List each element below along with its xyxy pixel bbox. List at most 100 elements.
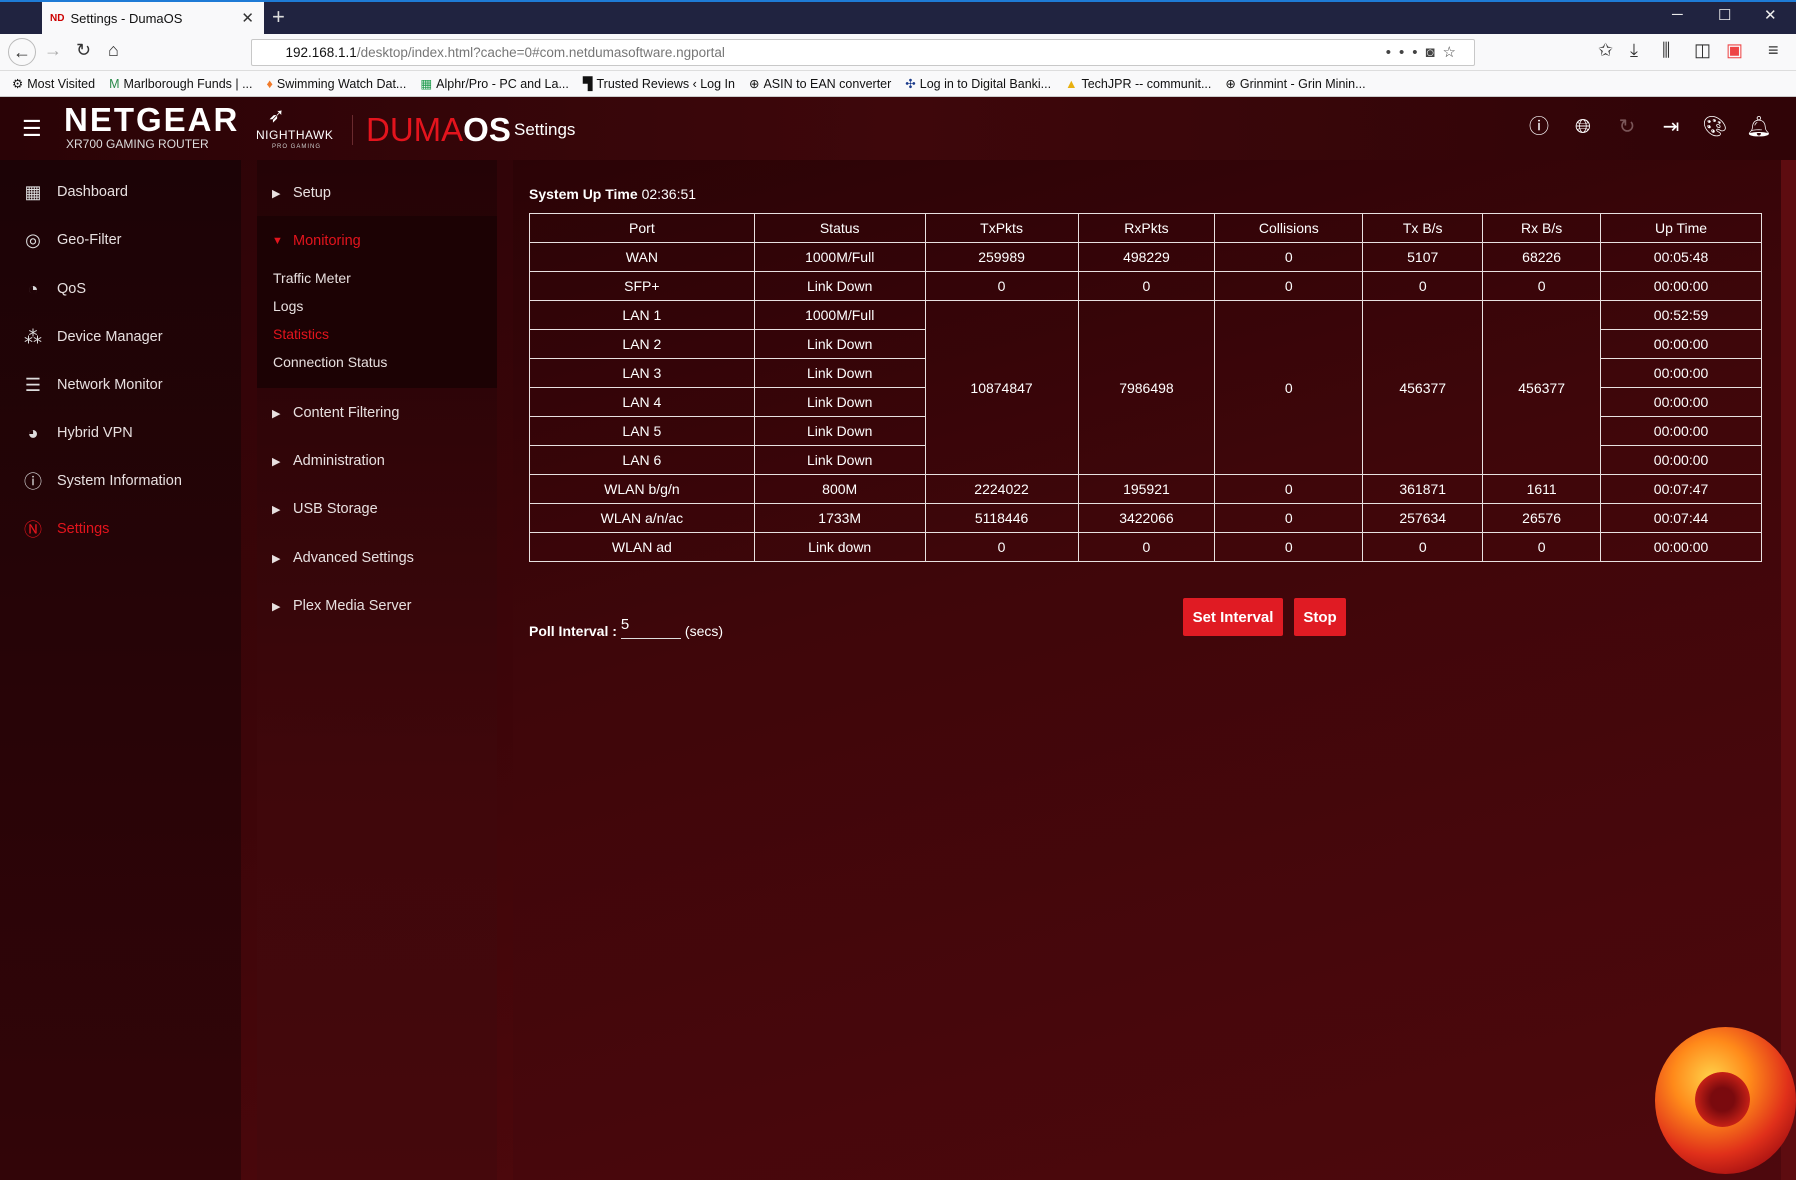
maximize-button[interactable]: ☐ xyxy=(1718,7,1732,24)
sidebar-item-network-monitor[interactable]: ☰ Network Monitor xyxy=(0,365,241,405)
browser-tab[interactable]: ND Settings - DumaOS ✕ xyxy=(42,2,264,34)
poll-interval-unit: (secs) xyxy=(684,623,724,639)
download-icon[interactable]: ⤓ xyxy=(1630,40,1638,60)
restart-icon[interactable]: ↻ xyxy=(1618,116,1636,138)
table-row: WLAN b/g/n 800M 2224022 195921 0 361871 1611 00… xyxy=(529,474,1762,504)
browser-tab-bar xyxy=(0,0,1796,34)
close-tab-icon[interactable]: ✕ xyxy=(241,10,254,27)
url-path: /desktop/index.html?cache=0#com.netdumas… xyxy=(356,45,725,60)
submenu-statistics[interactable]: Statistics xyxy=(273,326,330,342)
menu-icon[interactable]: ≡ xyxy=(1768,40,1779,60)
forward-button[interactable]: → xyxy=(44,40,62,60)
stop-button[interactable]: Stop xyxy=(1294,598,1346,636)
page-actions-icon[interactable]: ••• xyxy=(1385,44,1426,61)
submenu-logs[interactable]: Logs xyxy=(273,298,304,314)
info-icon[interactable]: ⓘ xyxy=(1529,116,1549,138)
logout-icon[interactable]: ⇥ xyxy=(1662,116,1680,138)
sidebar-item-settings[interactable]: Ⓝ Settings xyxy=(0,509,241,549)
poll-interval-input[interactable] xyxy=(620,613,681,639)
submenu-content-filtering[interactable]: ▶ Content Filtering xyxy=(257,398,497,428)
table-cell: 00:52:59 xyxy=(1600,300,1762,330)
bell-icon[interactable]: 🔔︎ xyxy=(1746,116,1772,138)
submenu-advanced-settings[interactable]: ▶ Advanced Settings xyxy=(257,543,497,573)
table-header-row: Port Status TxPkts RxPkts Collisions Tx B/s Rx… xyxy=(529,213,1762,243)
table-cell: 1000M/Full xyxy=(753,242,926,272)
table-cell: LAN 4 xyxy=(529,387,755,417)
table-cell: 0 xyxy=(1214,271,1364,301)
drive-icon: ▲ xyxy=(1065,76,1078,91)
favicon-icon: ND xyxy=(50,12,65,24)
sidebar-item-qos[interactable]: ◔ QoS xyxy=(0,269,241,309)
sidebar-item-hybrid-vpn[interactable]: ◕ Hybrid VPN xyxy=(0,413,241,453)
table-cell: Link Down xyxy=(753,271,926,301)
table-cell: 259989 xyxy=(924,242,1079,272)
pocket-icon[interactable]: ◙ xyxy=(1425,44,1443,61)
bookmarks-star-icon[interactable]: ✩ xyxy=(1598,40,1614,60)
m-logo-icon: M xyxy=(109,76,120,91)
bookmark[interactable]: ▲ TechJPR -- communit... xyxy=(1065,76,1212,91)
reload-button[interactable]: ↻ xyxy=(76,40,92,60)
table-cell: 00:05:48 xyxy=(1600,242,1762,272)
bookmark[interactable]: ✣ Log in to Digital Banki... xyxy=(905,77,1052,91)
bookmark[interactable]: ▜ Trusted Reviews ‹ Log In xyxy=(582,77,735,91)
back-button[interactable]: ← xyxy=(8,38,36,66)
router-model: XR700 GAMING ROUTER xyxy=(66,137,209,151)
sidebar-item-device-manager[interactable]: ⁂ Device Manager xyxy=(0,317,241,357)
table-cell: Link Down xyxy=(753,329,926,359)
column-header: RxPkts xyxy=(1077,213,1216,243)
column-header: Status xyxy=(753,213,926,243)
submenu-setup[interactable]: ▶ Setup xyxy=(257,178,497,208)
table-cell: 498229 xyxy=(1077,242,1216,272)
globe-icon[interactable]: 🌐︎ xyxy=(1575,116,1591,138)
sidebar-item-system-information[interactable]: ⓘ System Information xyxy=(0,461,241,501)
submenu-administration[interactable]: ▶ Administration xyxy=(257,446,497,476)
sidebar-item-dashboard[interactable]: ▦ Dashboard xyxy=(0,172,241,212)
table-cell: LAN 2 xyxy=(529,329,755,359)
table-cell: 2224022 xyxy=(924,474,1079,504)
close-window-button[interactable]: ✕ xyxy=(1764,7,1777,24)
submenu-traffic-meter[interactable]: Traffic Meter xyxy=(273,270,351,286)
bookmark[interactable]: ⊕ ASIN to EAN converter xyxy=(748,77,892,91)
caret-right-icon: ▶ xyxy=(272,503,281,516)
bookmark[interactable]: ⊕ Grinmint - Grin Minin... xyxy=(1225,77,1366,91)
set-interval-button[interactable]: Set Interval xyxy=(1183,598,1283,636)
library-icon[interactable]: ⫼ xyxy=(1662,40,1671,60)
submenu-monitoring[interactable]: ▼ Monitoring xyxy=(257,226,497,256)
sidebar-toggle-icon[interactable]: ◫ xyxy=(1694,40,1712,60)
minimize-button[interactable]: ─ xyxy=(1672,6,1683,23)
hamburger-menu-icon[interactable]: ☰ xyxy=(22,116,42,141)
extension-icon[interactable]: ▣ xyxy=(1726,40,1744,60)
bookmark[interactable]: ▦ Alphr/Pro - PC and La... xyxy=(420,77,569,91)
t-logo-icon: ▜ xyxy=(582,77,593,91)
dumaos-logo: DUMAOS xyxy=(366,111,511,148)
table-cell: 0 xyxy=(1077,532,1216,562)
table-cell: 0 xyxy=(1482,532,1602,562)
poll-interval-label: Poll Interval : xyxy=(529,623,617,639)
table-cell: 0 xyxy=(1214,532,1364,562)
caret-right-icon: ▶ xyxy=(272,407,281,420)
submenu-usb-storage[interactable]: ▶ USB Storage xyxy=(257,494,497,524)
table-cell: WLAN ad xyxy=(529,532,755,562)
table-cell: Link Down xyxy=(753,358,926,388)
home-button[interactable]: ⌂ xyxy=(108,40,119,60)
table-cell: 00:07:44 xyxy=(1600,503,1762,533)
table-cell: 5107 xyxy=(1362,242,1484,272)
submenu-connection-status[interactable]: Connection Status xyxy=(273,354,388,370)
port-statistics-table: Port Status TxPkts RxPkts Collisions Tx B/s Rx… xyxy=(529,213,1762,562)
sidebar-item-geo-filter[interactable]: ◎ Geo-Filter xyxy=(0,220,241,260)
palette-icon[interactable]: 🎨︎ xyxy=(1702,116,1728,138)
address-bar[interactable]: ⓘ 192.168.1.1/desktop/index.html?cache=0… xyxy=(251,39,1475,66)
bookmark-star-icon[interactable]: ☆ xyxy=(1442,44,1464,61)
new-tab-button[interactable]: + xyxy=(272,4,285,29)
bookmark[interactable]: M Marlborough Funds | ... xyxy=(109,76,253,91)
table-row: WLAN a/n/ac 1733M 5118446 3422066 0 257634 265… xyxy=(529,503,1762,533)
bookmark[interactable]: ⚙ Most Visited xyxy=(12,77,96,91)
table-row: LAN 5 Link Down 00:00:00 xyxy=(529,416,1762,446)
bookmark[interactable]: ♦ Swimming Watch Dat... xyxy=(266,76,407,91)
bank-icon: ✣ xyxy=(905,77,916,91)
info-icon[interactable]: ⓘ xyxy=(262,46,276,62)
submenu-plex-media-server[interactable]: ▶ Plex Media Server xyxy=(257,591,497,621)
table-cell: 195921 xyxy=(1077,474,1216,504)
table-cell: 0 xyxy=(1214,300,1364,475)
column-header: Rx B/s xyxy=(1482,213,1602,243)
